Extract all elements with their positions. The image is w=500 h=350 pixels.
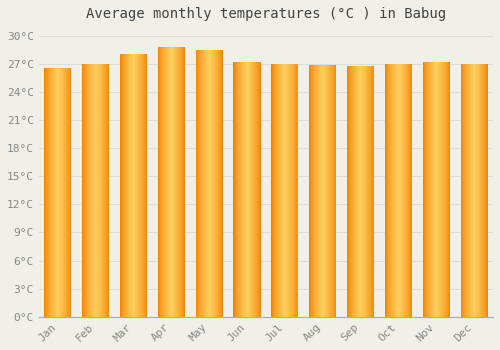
Title: Average monthly temperatures (°C ) in Babug: Average monthly temperatures (°C ) in Ba… [86, 7, 446, 21]
